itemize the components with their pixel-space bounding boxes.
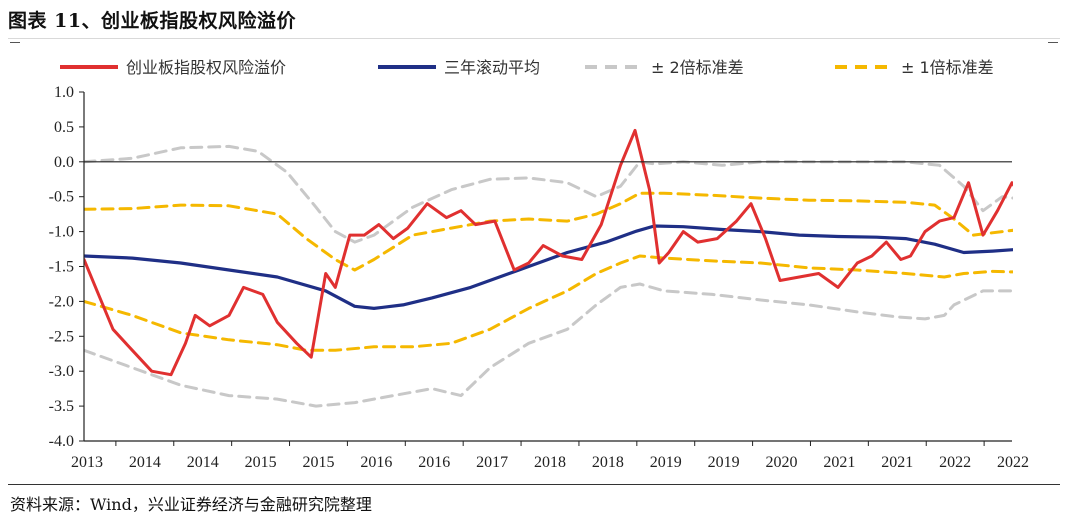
x-tick-label: 2018	[592, 454, 624, 471]
x-tick-label: 2015	[245, 454, 277, 471]
series-line-4	[84, 191, 1013, 272]
legend: 创业板指股权风险溢价 三年滚动平均 ± 2倍标准差 ± 1倍标准差	[60, 58, 994, 77]
x-tick-label: 2016	[360, 454, 392, 471]
series-line-3	[84, 282, 1013, 408]
x-tick-label: 2019	[708, 454, 740, 471]
x-tick-label: 2015	[302, 454, 334, 471]
y-tick-label: 1.0	[54, 84, 74, 101]
y-tick-label: -3.0	[49, 363, 74, 380]
top-rule	[8, 38, 1060, 39]
x-tick-label: 2022	[939, 454, 971, 471]
y-tick-label: -0.5	[49, 189, 74, 206]
left-corner-mark	[10, 42, 20, 43]
y-tick-label: -2.0	[49, 293, 74, 310]
x-tick-label: 2021	[823, 454, 855, 471]
x-tick-label: 2014	[187, 454, 219, 471]
y-tick-label: -2.5	[49, 328, 74, 345]
x-tick-label: 2018	[534, 454, 566, 471]
y-tick-label: 0.5	[54, 119, 74, 136]
axes: 1.0 0.5 0.0 -0.5 -1.0 -1.5 -2.0 -2.5 -3.0 -3.5 -4.…	[49, 84, 1029, 471]
legend-label-2: ± 2倍标准差	[651, 58, 744, 77]
x-tick-label: 2020	[766, 454, 798, 471]
legend-label-3: ± 1倍标准差	[901, 58, 994, 77]
x-tick-label: 2014	[129, 454, 161, 471]
series-layer	[84, 128, 1013, 408]
y-tick-label: -3.5	[49, 398, 74, 415]
source-note: 资料来源：Wind，兴业证券经济与金融研究院整理	[10, 495, 372, 514]
x-tick-label: 2021	[881, 454, 913, 471]
x-tick-label: 2019	[650, 454, 682, 471]
y-tick-label: -1.5	[49, 259, 74, 276]
series-line-2	[84, 144, 1013, 244]
x-tick-label: 2022	[997, 454, 1029, 471]
x-tick-label: 2016	[418, 454, 450, 471]
bottom-rule	[8, 484, 1060, 485]
legend-label-1: 三年滚动平均	[444, 58, 540, 77]
series-line-5	[84, 254, 1013, 352]
series-line-0	[84, 128, 1013, 377]
series-line-1	[84, 224, 1013, 310]
right-corner-mark	[1048, 42, 1058, 43]
x-tick-label: 2017	[476, 454, 508, 471]
chart-title: 图表 11、创业板指股权风险溢价	[8, 10, 297, 32]
y-tick-label: -1.0	[49, 224, 74, 241]
y-tick-label: -4.0	[49, 433, 74, 450]
x-tick-label: 2013	[71, 454, 103, 471]
y-tick-label: 0.0	[54, 154, 74, 171]
legend-label-0: 创业板指股权风险溢价	[126, 58, 286, 77]
